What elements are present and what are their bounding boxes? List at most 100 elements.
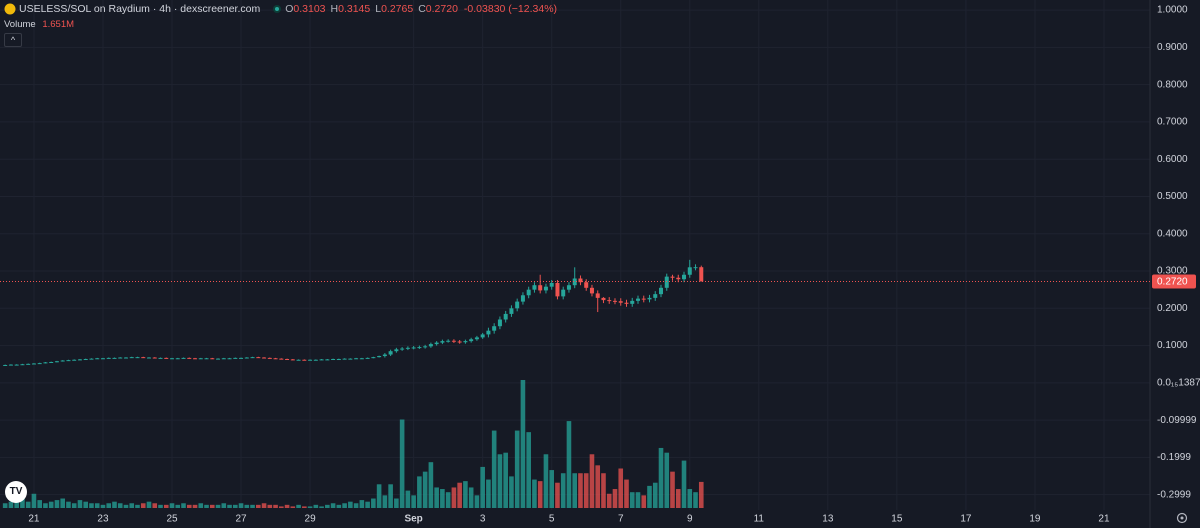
candle-body [175,358,180,360]
candle-body [469,339,474,342]
x-tick-label: 29 [305,514,317,525]
volume-bar [457,482,462,508]
volume-bar [163,504,169,508]
volume-bar [497,454,503,508]
candle-body [348,358,353,360]
candle-body [118,357,123,359]
y-tick-label: 0.6000 [1157,154,1188,165]
volume-bar [158,504,163,508]
volume-bar [359,500,365,508]
header: USELESS/SOL on Raydium · 4h · dexscreene… [4,3,557,15]
volume-bar [209,504,215,508]
change: -0.03830 (−12.34%) [463,3,558,15]
volume-bar [532,479,537,508]
last-price-label: 0.2720 [1157,277,1188,288]
volume-bar [491,430,497,508]
candle-body [400,348,405,350]
candle-body [382,354,387,357]
candle-body [641,298,646,300]
volume-bar [520,380,526,508]
x-tick-label: Sep [404,514,422,525]
volume-bar [123,504,129,508]
volume-bar [100,504,106,508]
volume-bar [647,485,652,508]
volume-bar [204,504,209,508]
volume-bar [37,500,42,508]
volume-bar [394,498,399,508]
candle-body [572,278,577,286]
volume-bar [14,500,19,508]
volume-bar [232,504,238,508]
y-tick-label: 0.2000 [1157,303,1188,314]
volume-bar [250,504,255,508]
candle-body [37,363,42,365]
candle-body [129,357,134,359]
candle-body [647,297,652,300]
volume-bar [215,504,221,508]
volume-legend: Volume 1.651M [4,19,74,30]
volume-bar [445,492,451,508]
volume-bar [537,481,543,508]
volume-bar [20,498,25,508]
candle-body [8,364,13,366]
candle-body [72,359,77,361]
candle-body [20,364,25,366]
volume-bar [66,501,71,508]
candle-body [463,341,468,343]
volume-bar [635,492,641,508]
candle-body [618,301,623,303]
x-tick-label: 27 [235,514,247,525]
candle-body [509,308,514,314]
candle-body [14,364,19,366]
volume-bar [601,473,606,508]
volume-bar [428,462,434,508]
candle-body [359,358,364,360]
volume-bar [555,482,560,508]
volume-bar [290,506,296,508]
volume-bar [405,490,411,508]
settings-icon[interactable] [1176,512,1188,524]
volume-bar [244,504,250,508]
candle-body [394,349,399,352]
collapse-button[interactable]: ^ [4,33,22,47]
volume-bar [509,476,514,508]
candle-body [170,358,175,360]
volume-bar [543,454,549,508]
candle-body [290,359,295,361]
volume-bar [549,470,555,508]
candle-body [405,347,410,349]
candle-body [601,297,606,301]
volume-bar [71,503,77,508]
candle-body [198,358,203,360]
x-tick-label: 5 [549,514,555,525]
candle-body [123,357,128,359]
volume-bar [192,504,198,508]
candle-body [3,364,8,366]
x-tick-label: 23 [97,514,109,525]
logo[interactable]: TV [5,481,27,503]
volume-bar [60,498,66,508]
volume-bar [652,482,658,508]
volume-bar [675,489,681,508]
volume-bar [698,481,704,508]
candle-body [331,359,336,361]
x-tick-label: 17 [960,514,972,525]
volume-bar [227,504,232,508]
volume-bar [279,506,284,508]
candle-body [440,341,445,343]
volume-bar [325,504,330,508]
candle-body [538,285,543,291]
x-tick-label: 13 [822,514,834,525]
candle-body [233,357,238,359]
ohlc-value: 0.2765 [381,3,414,15]
x-tick-label: 21 [28,514,40,525]
volume-bar [624,479,629,508]
volume-bar [117,503,123,508]
volume-bar [417,476,422,508]
volume-title: Volume [4,19,36,30]
x-tick-label: 19 [1029,514,1041,525]
volume-bar [353,503,359,508]
x-tick-label: 3 [480,514,486,525]
token-icon [4,3,16,15]
volume-bar [135,504,140,508]
